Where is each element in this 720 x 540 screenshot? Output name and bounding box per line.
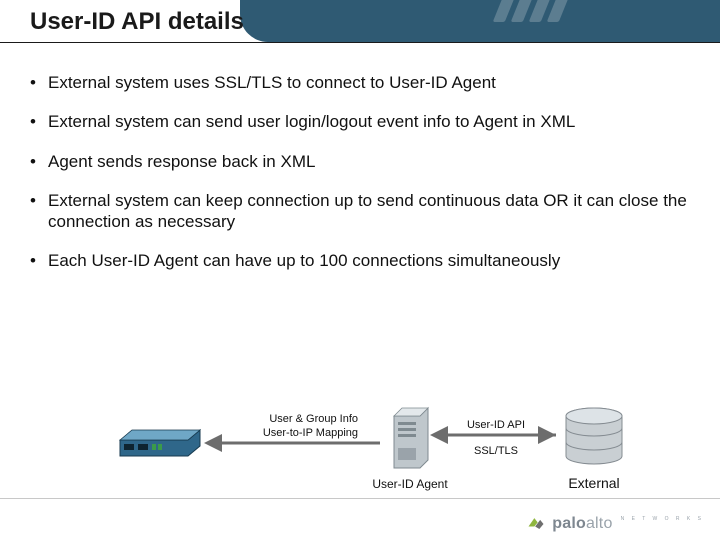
vendor-logo: paloalto N E T W O R K S <box>526 514 704 534</box>
diagram-label: SSL/TLS <box>474 445 518 457</box>
bullet-item: Each User-ID Agent can have up to 100 co… <box>30 250 690 271</box>
page-title: User-ID API details <box>30 8 244 36</box>
bullet-item: External system can keep connection up t… <box>30 190 690 233</box>
logo-subtext: N E T W O R K S <box>621 514 704 522</box>
footer-rule <box>0 498 720 499</box>
logo-mark-icon <box>526 514 546 534</box>
bullet-item: Agent sends response back in XML <box>30 151 690 172</box>
storage-icon <box>566 408 622 464</box>
logo-text: paloalto <box>552 515 612 533</box>
bullet-item: External system uses SSL/TLS to connect … <box>30 72 690 93</box>
diagram-label: User-ID API <box>467 419 525 431</box>
server-icon <box>394 408 428 468</box>
title-background <box>240 0 720 42</box>
diagram-svg: User & Group Info User-to-IP Mapping Use… <box>0 380 720 520</box>
diagram-label: User & Group Info <box>269 413 358 425</box>
slide: User-ID API details External system uses… <box>0 0 720 540</box>
diagram-caption: User-ID Agent <box>372 477 448 491</box>
bullet-list: External system uses SSL/TLS to connect … <box>30 72 690 290</box>
title-stripes <box>493 0 618 22</box>
diagram-label: User-to-IP Mapping <box>263 427 358 439</box>
architecture-diagram: User & Group Info User-to-IP Mapping Use… <box>0 380 720 500</box>
title-underline <box>0 42 720 43</box>
title-bar: User-ID API details <box>0 0 720 58</box>
bullet-item: External system can send user login/logo… <box>30 111 690 132</box>
firewall-icon <box>120 430 200 456</box>
diagram-caption: External <box>568 475 619 491</box>
